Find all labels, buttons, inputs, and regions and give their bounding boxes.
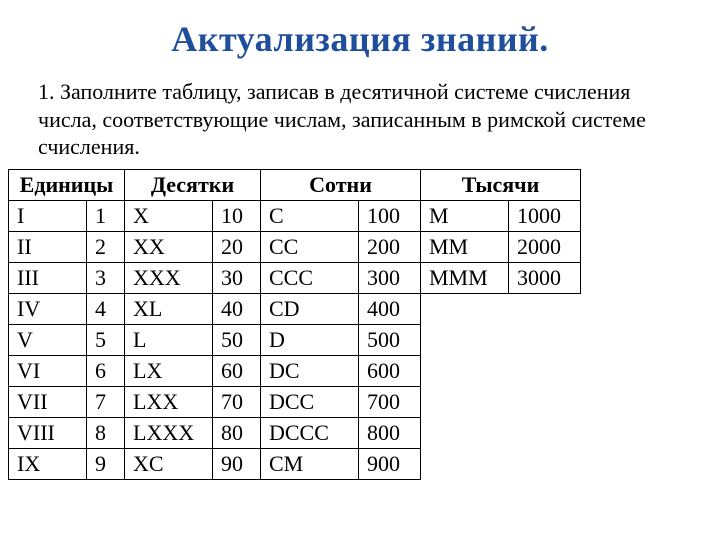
cell-units-dec: 1: [87, 200, 125, 231]
cell-thousands-dec: 2000: [509, 231, 581, 262]
table-row: V 5 L 50 D 500: [9, 324, 581, 355]
empty-cell: [421, 293, 581, 324]
cell-hundreds-dec: 800: [359, 417, 421, 448]
cell-tens-dec: 50: [213, 324, 261, 355]
cell-units-dec: 7: [87, 386, 125, 417]
cell-hundreds-dec: 500: [359, 324, 421, 355]
table-row: IX 9 XC 90 CM 900: [9, 448, 581, 479]
cell-units-dec: 3: [87, 262, 125, 293]
cell-hundreds-roman: D: [261, 324, 359, 355]
cell-hundreds-roman: DCC: [261, 386, 359, 417]
cell-units-roman: IV: [9, 293, 87, 324]
cell-tens-roman: XXX: [125, 262, 213, 293]
header-tens: Десятки: [125, 169, 261, 200]
table-row: II 2 XX 20 CC 200 MM 2000: [9, 231, 581, 262]
cell-hundreds-roman: C: [261, 200, 359, 231]
cell-tens-dec: 60: [213, 355, 261, 386]
cell-tens-roman: LX: [125, 355, 213, 386]
table-row: VIII 8 LXXX 80 DCCC 800: [9, 417, 581, 448]
empty-cell: [421, 355, 581, 386]
cell-tens-roman: L: [125, 324, 213, 355]
cell-hundreds-roman: CC: [261, 231, 359, 262]
cell-units-roman: IX: [9, 448, 87, 479]
cell-tens-dec: 20: [213, 231, 261, 262]
slide: Актуализация знаний. 1. Заполните таблиц…: [0, 0, 720, 540]
table-row: VII 7 LXX 70 DCC 700: [9, 386, 581, 417]
cell-hundreds-dec: 200: [359, 231, 421, 262]
cell-units-roman: VIII: [9, 417, 87, 448]
cell-thousands-dec: 1000: [509, 200, 581, 231]
cell-tens-dec: 90: [213, 448, 261, 479]
header-thousands: Тысячи: [421, 169, 581, 200]
cell-tens-roman: XC: [125, 448, 213, 479]
cell-thousands-roman: MMM: [421, 262, 509, 293]
cell-units-dec: 9: [87, 448, 125, 479]
cell-tens-dec: 30: [213, 262, 261, 293]
cell-units-dec: 4: [87, 293, 125, 324]
cell-units-roman: V: [9, 324, 87, 355]
cell-hundreds-dec: 900: [359, 448, 421, 479]
cell-units-dec: 8: [87, 417, 125, 448]
cell-hundreds-roman: CCC: [261, 262, 359, 293]
cell-tens-roman: X: [125, 200, 213, 231]
cell-hundreds-dec: 300: [359, 262, 421, 293]
cell-tens-dec: 40: [213, 293, 261, 324]
header-units: Единицы: [9, 169, 125, 200]
cell-units-roman: III: [9, 262, 87, 293]
table-row: III 3 XXX 30 CCC 300 MMM 3000: [9, 262, 581, 293]
cell-tens-dec: 10: [213, 200, 261, 231]
cell-units-dec: 5: [87, 324, 125, 355]
empty-cell: [421, 417, 581, 448]
cell-units-roman: I: [9, 200, 87, 231]
roman-table-wrap: Единицы Десятки Сотни Тысячи I 1 X 10 C …: [8, 169, 712, 480]
table-header-row: Единицы Десятки Сотни Тысячи: [9, 169, 581, 200]
cell-tens-roman: XL: [125, 293, 213, 324]
cell-hundreds-roman: DCCC: [261, 417, 359, 448]
cell-units-roman: VI: [9, 355, 87, 386]
instruction-text: 1. Заполните таблицу, записав в десятичн…: [38, 78, 682, 161]
empty-cell: [421, 448, 581, 479]
roman-table: Единицы Десятки Сотни Тысячи I 1 X 10 C …: [8, 169, 581, 480]
cell-tens-roman: LXX: [125, 386, 213, 417]
cell-tens-roman: XX: [125, 231, 213, 262]
cell-hundreds-roman: CM: [261, 448, 359, 479]
table-body: I 1 X 10 C 100 M 1000 II 2 XX 20 CC 200: [9, 200, 581, 479]
header-hundreds: Сотни: [261, 169, 421, 200]
cell-hundreds-roman: DC: [261, 355, 359, 386]
cell-hundreds-dec: 100: [359, 200, 421, 231]
cell-units-dec: 2: [87, 231, 125, 262]
cell-thousands-roman: MM: [421, 231, 509, 262]
cell-hundreds-dec: 600: [359, 355, 421, 386]
cell-tens-dec: 80: [213, 417, 261, 448]
cell-tens-roman: LXXX: [125, 417, 213, 448]
cell-tens-dec: 70: [213, 386, 261, 417]
page-title: Актуализация знаний.: [0, 18, 720, 60]
cell-hundreds-dec: 700: [359, 386, 421, 417]
cell-units-dec: 6: [87, 355, 125, 386]
cell-hundreds-roman: CD: [261, 293, 359, 324]
cell-units-roman: II: [9, 231, 87, 262]
table-row: IV 4 XL 40 CD 400: [9, 293, 581, 324]
table-row: VI 6 LX 60 DC 600: [9, 355, 581, 386]
cell-hundreds-dec: 400: [359, 293, 421, 324]
cell-thousands-roman: M: [421, 200, 509, 231]
empty-cell: [421, 324, 581, 355]
cell-thousands-dec: 3000: [509, 262, 581, 293]
cell-units-roman: VII: [9, 386, 87, 417]
table-row: I 1 X 10 C 100 M 1000: [9, 200, 581, 231]
empty-cell: [421, 386, 581, 417]
